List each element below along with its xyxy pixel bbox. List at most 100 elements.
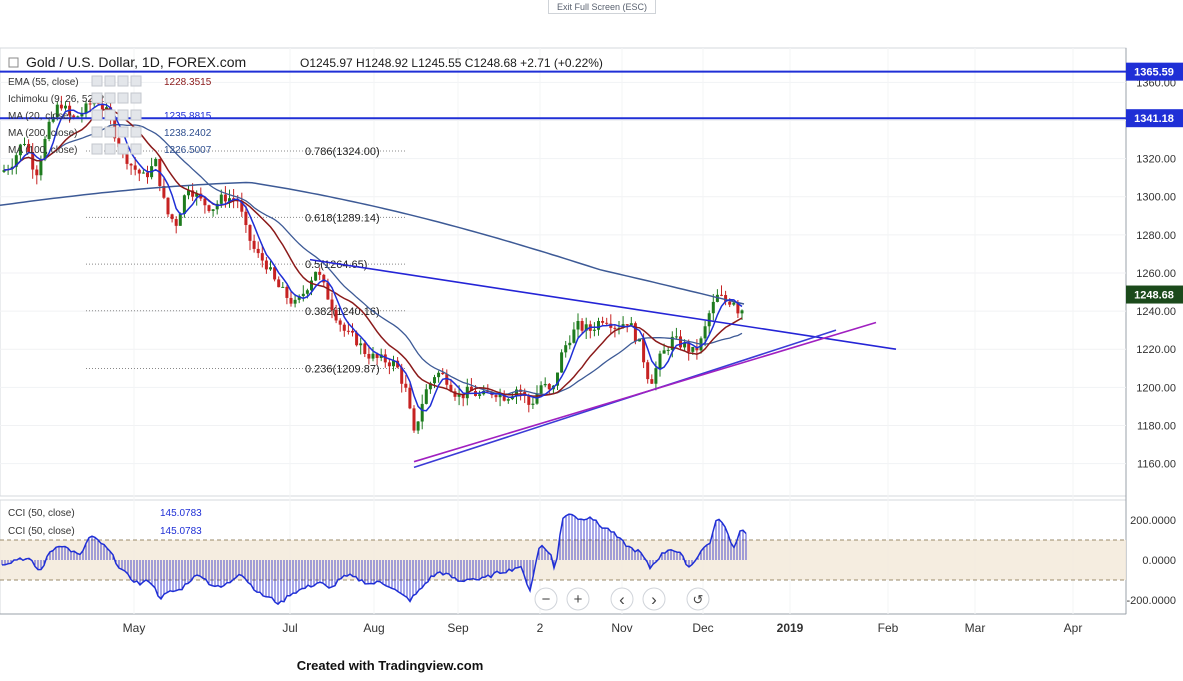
candle-body[interactable] xyxy=(613,327,617,329)
indicator-control-icon[interactable] xyxy=(91,92,103,104)
indicator-control-icon[interactable] xyxy=(117,126,129,138)
candle-body[interactable] xyxy=(572,329,576,343)
candle-body[interactable] xyxy=(137,169,141,174)
candle-body[interactable] xyxy=(195,193,199,197)
ma-200-line[interactable] xyxy=(0,181,745,305)
candle-body[interactable] xyxy=(670,336,674,350)
candle-body[interactable] xyxy=(625,324,629,326)
indicator-control-icon[interactable] xyxy=(91,126,103,138)
price-chart[interactable]: 0.786(1324.00) 0.618(1289.14) 0.5(1264.65)… xyxy=(0,0,1183,650)
candle-body[interactable] xyxy=(486,390,490,393)
candle-body[interactable] xyxy=(506,399,510,401)
indicator-control-icon[interactable] xyxy=(104,126,116,138)
candle-body[interactable] xyxy=(166,197,170,215)
candle-body[interactable] xyxy=(469,386,473,392)
candle-body[interactable] xyxy=(244,211,248,226)
indicator-label[interactable]: EMA (55, close) xyxy=(8,77,79,88)
candle-body[interactable] xyxy=(740,310,744,314)
candle-body[interactable] xyxy=(720,294,723,296)
candle-body[interactable] xyxy=(420,403,424,422)
candle-body[interactable] xyxy=(342,324,346,331)
indicator-label[interactable]: Ichimoku (9, 26, 52, 26) xyxy=(8,94,113,105)
candle-body[interactable] xyxy=(396,360,400,368)
candle-body[interactable] xyxy=(638,338,641,342)
candle-body[interactable] xyxy=(576,321,580,330)
exit-fullscreen-button[interactable]: Exit Full Screen (ESC) xyxy=(548,0,656,14)
candle-body[interactable] xyxy=(494,395,498,398)
candle-body[interactable] xyxy=(646,362,650,380)
candle-body[interactable] xyxy=(515,389,518,397)
candle-body[interactable] xyxy=(539,385,543,394)
trendline[interactable] xyxy=(309,258,897,350)
candle-body[interactable] xyxy=(301,293,305,297)
candle-body[interactable] xyxy=(170,214,174,220)
candle-body[interactable] xyxy=(264,260,268,270)
candle-body[interactable] xyxy=(584,324,588,331)
candle-body[interactable] xyxy=(556,372,559,386)
candle-body[interactable] xyxy=(707,313,711,327)
candle-body[interactable] xyxy=(629,323,633,326)
candle-body[interactable] xyxy=(154,158,158,167)
candle-body[interactable] xyxy=(211,209,215,212)
candle-body[interactable] xyxy=(633,323,637,342)
candle-body[interactable] xyxy=(277,279,281,288)
indicator-control-icon[interactable] xyxy=(130,75,142,87)
candle-body[interactable] xyxy=(162,186,166,198)
candle-body[interactable] xyxy=(428,383,432,390)
indicator-control-icon[interactable] xyxy=(130,109,142,121)
candle-body[interactable] xyxy=(736,302,740,314)
indicator-control-icon[interactable] xyxy=(117,143,129,155)
candle-body[interactable] xyxy=(305,290,309,294)
candle-body[interactable] xyxy=(330,299,334,311)
candle-body[interactable] xyxy=(289,297,293,304)
candle-body[interactable] xyxy=(174,219,178,226)
candle-body[interactable] xyxy=(51,117,55,122)
candle-body[interactable] xyxy=(80,113,84,117)
candle-body[interactable] xyxy=(72,115,76,118)
candle-body[interactable] xyxy=(683,342,687,348)
candle-body[interactable] xyxy=(293,299,297,304)
candle-body[interactable] xyxy=(23,143,26,145)
candle-body[interactable] xyxy=(408,387,412,409)
candle-body[interactable] xyxy=(59,104,63,109)
candle-body[interactable] xyxy=(215,203,219,210)
ema-55-line[interactable] xyxy=(3,108,743,397)
candle-body[interactable] xyxy=(715,294,719,302)
candle-body[interactable] xyxy=(601,321,605,323)
candle-body[interactable] xyxy=(105,107,108,110)
candle-body[interactable] xyxy=(453,391,457,397)
candle-body[interactable] xyxy=(560,352,564,373)
zoom-out-button[interactable]: − xyxy=(534,587,558,611)
indicator-label[interactable]: MA (200, close) xyxy=(8,128,77,139)
candle-body[interactable] xyxy=(256,248,260,254)
candle-body[interactable] xyxy=(76,116,80,118)
candle-body[interactable] xyxy=(273,267,277,280)
candle-body[interactable] xyxy=(387,362,391,367)
candle-body[interactable] xyxy=(392,360,395,367)
candle-body[interactable] xyxy=(449,384,453,392)
cci-label-2[interactable]: CCI (50, close) xyxy=(8,526,75,537)
indicator-control-icon[interactable] xyxy=(130,92,142,104)
candle-body[interactable] xyxy=(338,320,342,325)
indicator-control-icon[interactable] xyxy=(104,109,116,121)
candle-body[interactable] xyxy=(133,165,137,170)
candle-body[interactable] xyxy=(43,138,47,160)
candle-body[interactable] xyxy=(326,282,330,300)
candle-body[interactable] xyxy=(219,194,223,204)
candle-body[interactable] xyxy=(314,271,318,281)
main-pane[interactable] xyxy=(0,47,1127,497)
candle-body[interactable] xyxy=(355,332,359,346)
candle-body[interactable] xyxy=(248,225,252,241)
scroll-right-button[interactable]: › xyxy=(642,587,666,611)
candle-body[interactable] xyxy=(564,345,568,353)
candle-body[interactable] xyxy=(55,104,59,118)
indicator-control-icon[interactable] xyxy=(91,75,103,87)
candle-body[interactable] xyxy=(18,144,22,156)
candle-body[interactable] xyxy=(240,201,244,212)
candle-body[interactable] xyxy=(203,198,207,206)
candle-body[interactable] xyxy=(117,138,121,148)
candle-body[interactable] xyxy=(412,408,416,431)
candle-body[interactable] xyxy=(724,295,728,302)
candle-body[interactable] xyxy=(568,342,572,346)
candle-body[interactable] xyxy=(334,310,338,321)
